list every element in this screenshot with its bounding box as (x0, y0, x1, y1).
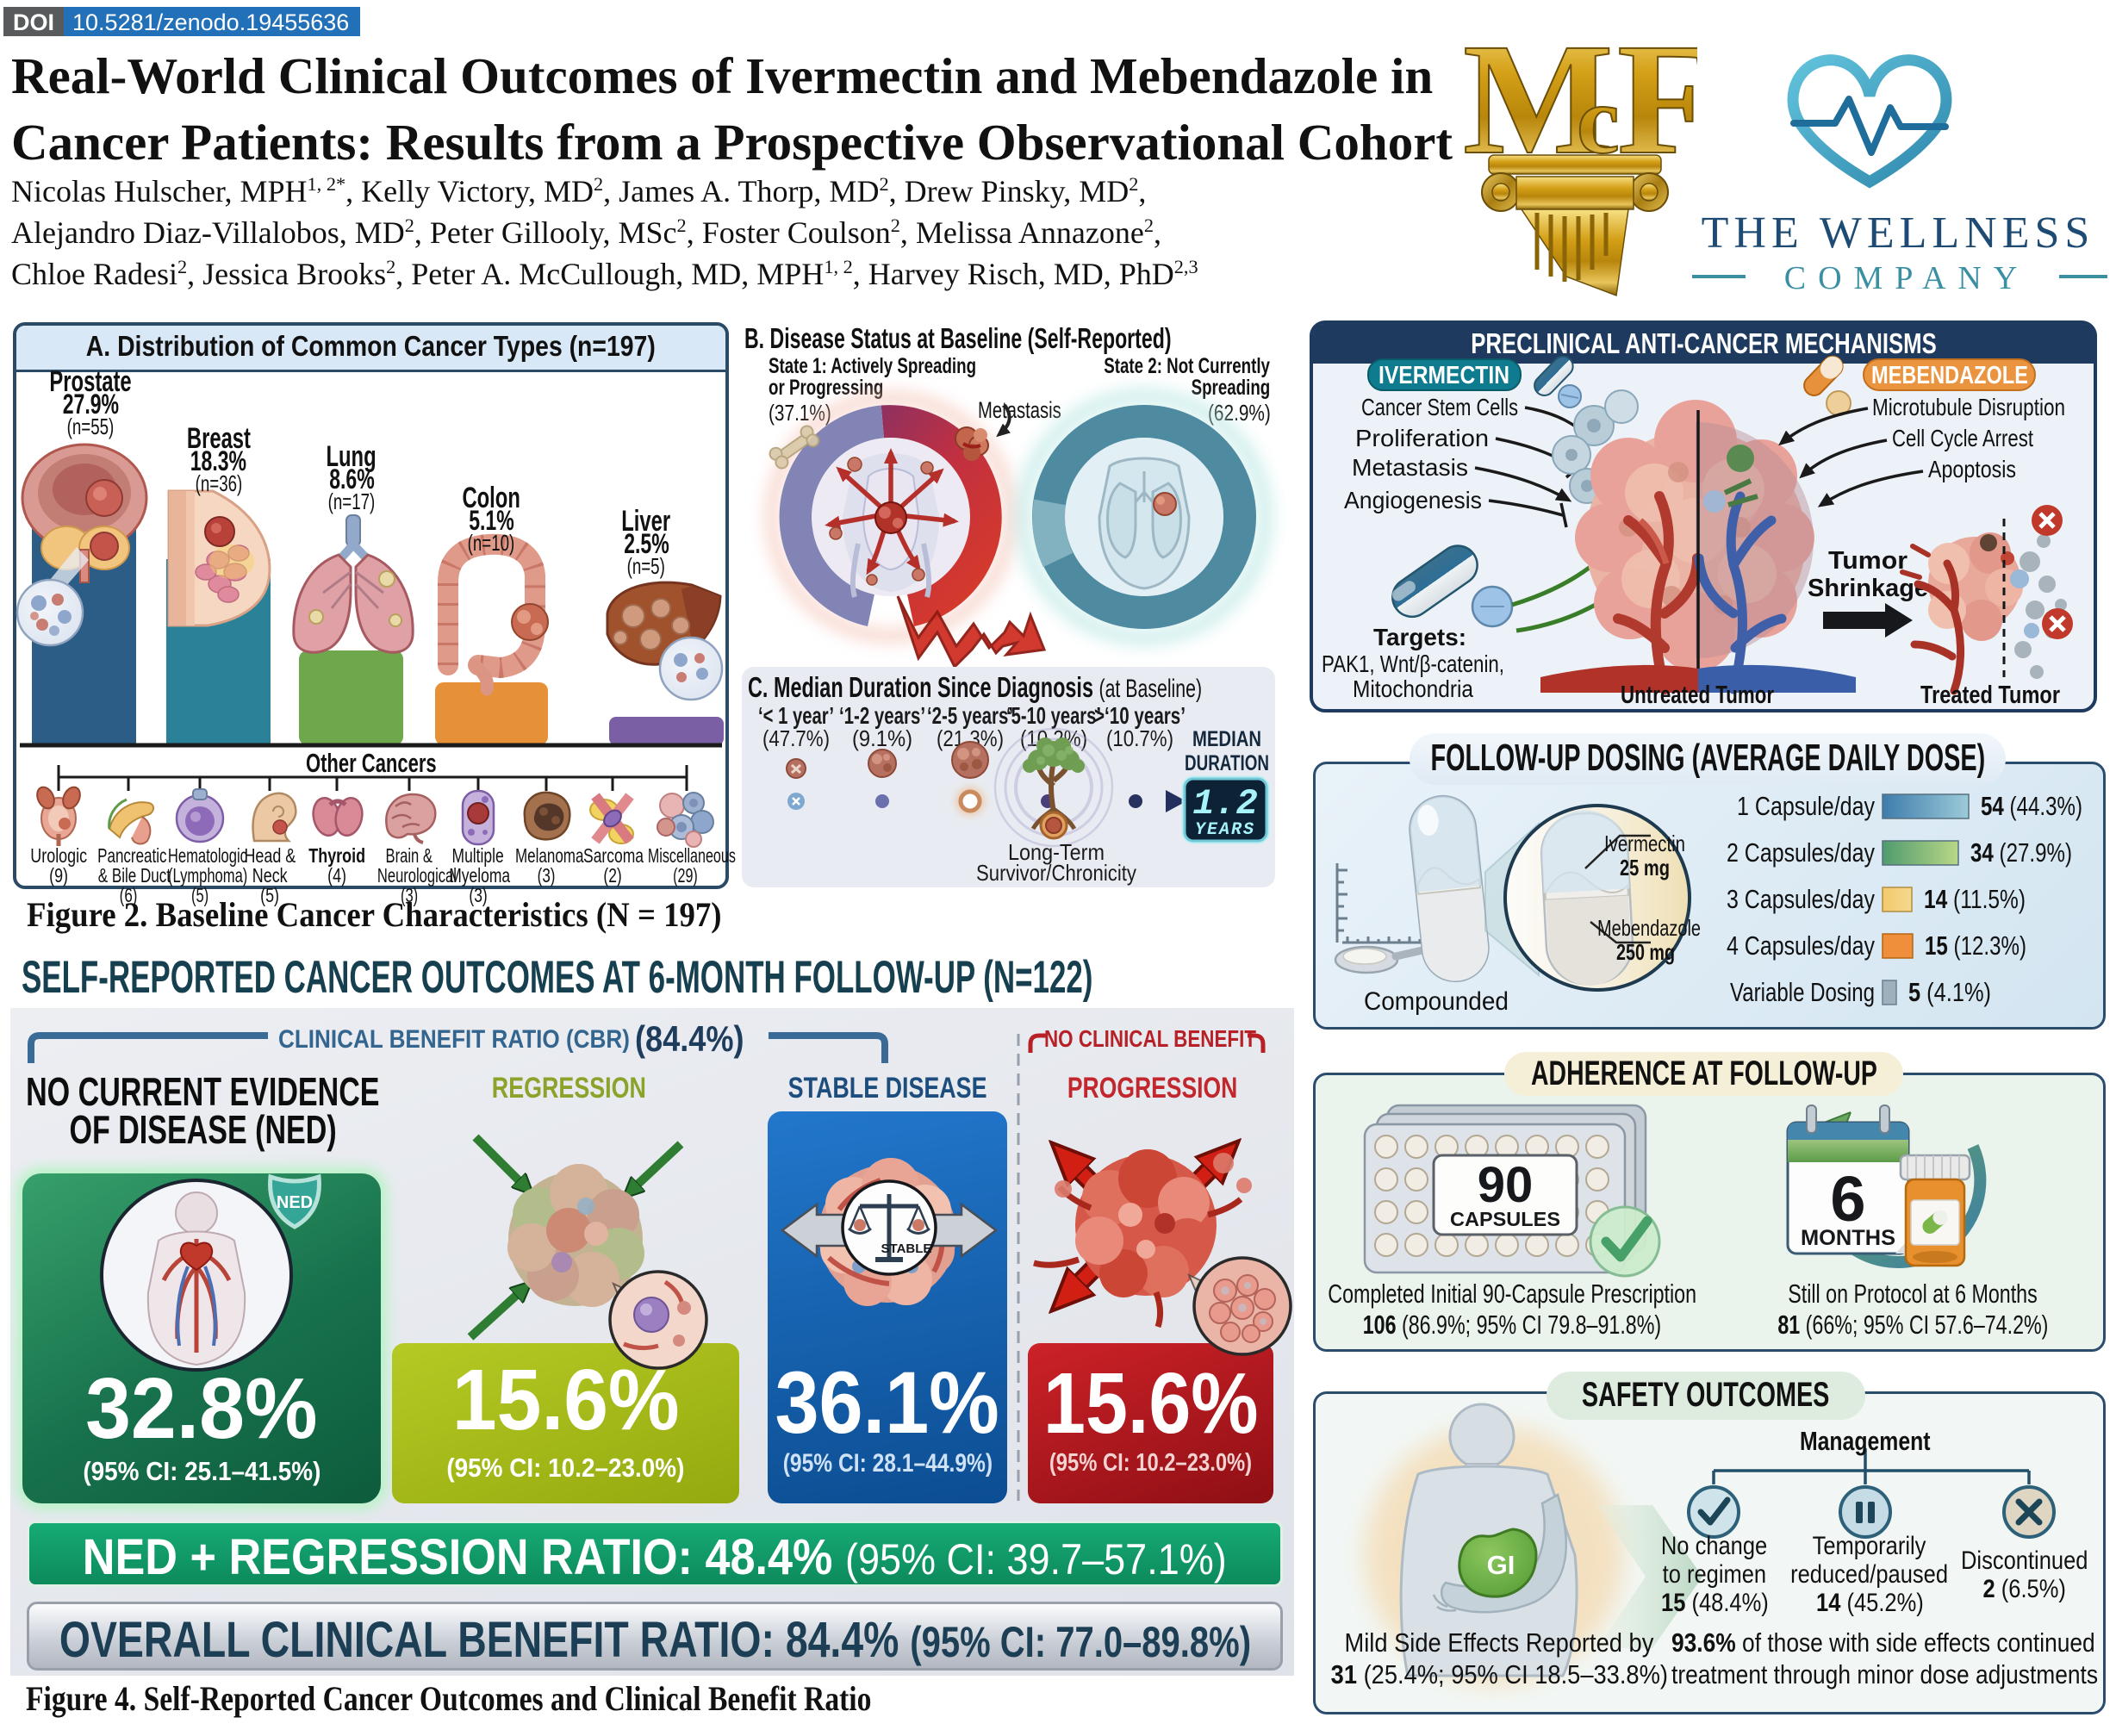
svg-text:NED: NED (277, 1193, 313, 1212)
svg-text:34 (27.9%): 34 (27.9%) (1970, 837, 2072, 868)
svg-text:M: M (1463, 22, 1614, 188)
svg-text:‘2-5 years’: ‘2-5 years’ (927, 702, 1013, 729)
svg-text:Shrinkage: Shrinkage (1808, 575, 1928, 602)
svg-text:Metastasis: Metastasis (1352, 454, 1468, 481)
svg-text:6: 6 (1830, 1163, 1865, 1235)
svg-text:Untreated Tumor: Untreated Tumor (1621, 681, 1774, 709)
svg-text:Mitochondria: Mitochondria (1353, 675, 1473, 702)
svg-text:(10.7%): (10.7%) (1106, 725, 1173, 751)
svg-text:25 mg: 25 mg (1620, 855, 1670, 880)
svg-text:CAPSULES: CAPSULES (1450, 1208, 1560, 1230)
svg-text:MEBENDAZOLE: MEBENDAZOLE (1871, 362, 2028, 389)
svg-text:2 Capsules/day: 2 Capsules/day (1727, 837, 1875, 868)
svg-text:DURATION: DURATION (1185, 751, 1269, 775)
svg-text:Mebendazole: Mebendazole (1597, 915, 1701, 941)
svg-text:1 Capsule/day: 1 Capsule/day (1737, 791, 1875, 821)
svg-text:IVERMECTIN: IVERMECTIN (1379, 362, 1509, 389)
svg-text:MONTHS: MONTHS (1801, 1226, 1895, 1250)
svg-text:Cancer Stem Cells: Cancer Stem Cells (1361, 394, 1518, 420)
svg-text:14 (11.5%): 14 (11.5%) (1924, 884, 2026, 914)
svg-text:54 (44.3%): 54 (44.3%) (1981, 791, 2082, 821)
svg-text:Ivermectin: Ivermectin (1604, 831, 1685, 856)
svg-text:Tumor: Tumor (1828, 547, 1908, 575)
svg-text:15 (12.3%): 15 (12.3%) (1925, 930, 2026, 961)
svg-text:STABLE: STABLE (881, 1241, 932, 1256)
svg-text:Treated Tumor: Treated Tumor (1920, 681, 2060, 709)
svg-text:‘5-10 years’: ‘5-10 years’ (1006, 702, 1101, 729)
svg-text:Variable Dosing: Variable Dosing (1730, 977, 1875, 1007)
svg-text:5 (4.1%): 5 (4.1%) (1908, 977, 1991, 1007)
svg-text:‘< 1 year’: ‘< 1 year’ (758, 702, 834, 729)
svg-text:Targets:: Targets: (1373, 624, 1466, 650)
svg-text:Long-Term: Long-Term (1008, 839, 1105, 865)
svg-text:Apoptosis: Apoptosis (1928, 456, 2016, 482)
svg-text:250 mg: 250 mg (1616, 939, 1675, 965)
svg-text:90: 90 (1478, 1157, 1534, 1213)
svg-text:Survivor/Chronicity: Survivor/Chronicity (976, 860, 1136, 886)
svg-text:COMPANY: COMPANY (1784, 260, 2030, 296)
svg-text:THE WELLNESS: THE WELLNESS (1702, 208, 2095, 258)
svg-text:Angiogenesis: Angiogenesis (1344, 487, 1482, 513)
svg-text:YEARS: YEARS (1195, 820, 1255, 840)
svg-text:Cell Cycle Arrest: Cell Cycle Arrest (1892, 425, 2033, 451)
svg-text:3 Capsules/day: 3 Capsules/day (1727, 884, 1875, 914)
svg-text:4 Capsules/day: 4 Capsules/day (1727, 930, 1875, 961)
svg-text:Compounded: Compounded (1364, 987, 1509, 1016)
svg-text:MEDIAN: MEDIAN (1192, 727, 1261, 751)
svg-text:1.2: 1.2 (1192, 783, 1258, 824)
svg-text:PAK1, Wnt/β-catenin,: PAK1, Wnt/β-catenin, (1322, 650, 1504, 677)
svg-text:(47.7%): (47.7%) (762, 725, 830, 751)
svg-text:GI: GI (1487, 1550, 1515, 1580)
svg-text:>‘10 years’: >‘10 years’ (1094, 702, 1186, 729)
svg-text:(9.1%): (9.1%) (852, 725, 912, 751)
svg-text:Proliferation: Proliferation (1355, 425, 1489, 451)
svg-text:‘1-2 years’: ‘1-2 years’ (839, 702, 925, 729)
svg-text:Microtubule Disruption: Microtubule Disruption (1872, 394, 2065, 420)
